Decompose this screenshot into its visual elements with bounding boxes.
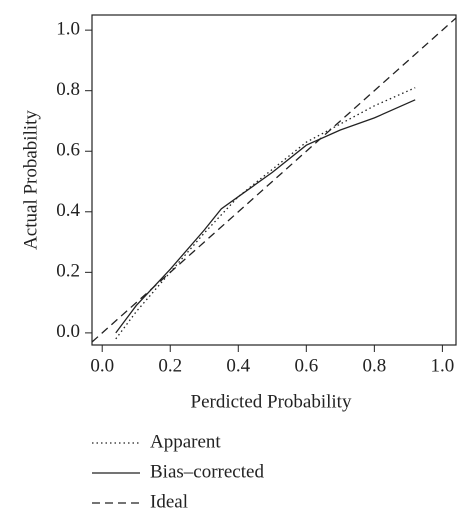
y-tick-label: 0.8 <box>56 79 80 100</box>
y-axis-label: Actual Probability <box>20 110 41 250</box>
y-tick-label: 0.0 <box>56 321 80 342</box>
x-tick-label: 0.2 <box>158 355 182 376</box>
legend-label: Ideal <box>150 491 188 512</box>
y-tick-label: 0.4 <box>56 200 80 221</box>
y-tick-label: 0.2 <box>56 261 80 282</box>
x-tick-label: 1.0 <box>431 355 455 376</box>
plot-frame <box>91 14 457 346</box>
x-tick-label: 0.6 <box>294 355 318 376</box>
x-tick-label: 0.0 <box>90 355 114 376</box>
y-tick-label: 0.6 <box>56 140 80 161</box>
series-line <box>91 17 457 343</box>
x-axis-label: Perdicted Probability <box>191 391 352 412</box>
series-line <box>115 99 416 334</box>
legend-label: Bias–corrected <box>150 461 264 482</box>
legend-label: Apparent <box>150 431 221 452</box>
series-line <box>115 87 416 340</box>
y-tick-label: 1.0 <box>56 18 80 39</box>
x-tick-label: 0.4 <box>226 355 250 376</box>
x-tick-label: 0.8 <box>362 355 386 376</box>
